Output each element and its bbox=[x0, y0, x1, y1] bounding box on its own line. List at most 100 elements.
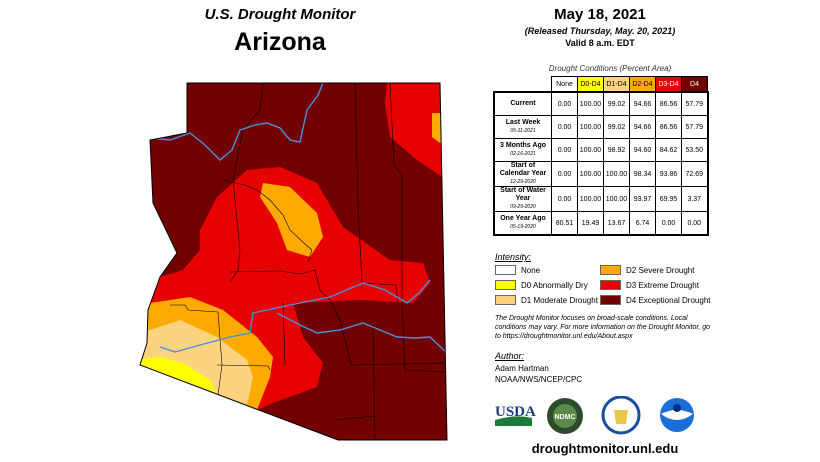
disclaimer-note: The Drought Monitor focuses on broad-sca… bbox=[495, 315, 711, 340]
rivers bbox=[149, 83, 447, 354]
table-cell: 53.50 bbox=[681, 138, 708, 162]
table-row: Start of Water Year 09-29-2020 0.00 100.00 1… bbox=[493, 186, 708, 212]
table-cell: 57.79 bbox=[681, 91, 708, 116]
legend-swatch bbox=[600, 280, 621, 290]
legend-item: None bbox=[495, 265, 540, 275]
table-cell: 94.66 bbox=[629, 115, 656, 139]
empty-header bbox=[494, 77, 552, 93]
row-label: Start of Water Year 09-29-2020 bbox=[493, 186, 552, 212]
table-cell: 72.69 bbox=[681, 161, 708, 187]
table-cell: 99.02 bbox=[603, 115, 630, 139]
legend-title: Intensity: bbox=[495, 252, 532, 262]
valid-time: Valid 8 a.m. EDT bbox=[565, 38, 635, 48]
ndmc-logo: NDMC bbox=[547, 398, 583, 434]
author-name: Adam Hartman bbox=[495, 364, 549, 373]
table-cell: 0.00 bbox=[551, 91, 578, 116]
program-title: U.S. Drought Monitor bbox=[204, 6, 356, 23]
table-cell: 13.67 bbox=[603, 211, 630, 236]
row-label-text: Start of Water Year bbox=[500, 187, 546, 202]
table-cell: 100.00 bbox=[603, 186, 630, 212]
legend-item: D0 Abnormally Dry bbox=[495, 280, 588, 290]
table-cell: 3.37 bbox=[681, 186, 708, 212]
table-cell: 0.00 bbox=[551, 186, 578, 212]
table-cell: 19.49 bbox=[577, 211, 604, 236]
legend-label: D1 Moderate Drought bbox=[521, 295, 598, 305]
col-header: D2-D4 bbox=[629, 76, 656, 93]
legend-swatch bbox=[495, 295, 516, 305]
table-cell: 98.92 bbox=[603, 138, 630, 162]
usda-logo: USDA bbox=[495, 404, 536, 426]
table-cell: 0.00 bbox=[551, 138, 578, 162]
table-cell: 94.66 bbox=[629, 91, 656, 116]
table-cell: 100.00 bbox=[577, 91, 604, 116]
colorado-river bbox=[149, 83, 324, 161]
drought-conditions-table: None D0-D4 D1-D4 D2-D4 D3-D4 D4 Current 0… bbox=[493, 76, 709, 236]
d3-area-northeast bbox=[385, 83, 447, 180]
row-label-text: Current bbox=[510, 100, 536, 107]
commerce-seal bbox=[601, 396, 641, 435]
d2-area-central bbox=[260, 183, 323, 257]
col-header: D4 bbox=[681, 76, 708, 93]
legend-item: D2 Severe Drought bbox=[600, 265, 694, 275]
author-info: Adam Hartman NOAA/NWS/NCEP/CPC bbox=[495, 363, 582, 385]
col-header: D3-D4 bbox=[655, 76, 682, 93]
legend-item: D4 Exceptional Drought bbox=[600, 295, 711, 305]
legend-label: D4 Exceptional Drought bbox=[626, 295, 711, 305]
partner-logos: USDA NDMC bbox=[495, 396, 694, 435]
svg-text:USDA: USDA bbox=[495, 404, 536, 420]
state-title: Arizona bbox=[234, 28, 326, 56]
row-label: Start of Calendar Year 12-29-2020 bbox=[493, 161, 552, 187]
table-cell: 0.00 bbox=[655, 211, 682, 236]
table-cell: 0.00 bbox=[551, 115, 578, 139]
table-cell: 99.02 bbox=[603, 91, 630, 116]
table-row: One Year Ago 05-19-2020 80.51 19.49 13.67 6.7… bbox=[493, 211, 708, 236]
d1-area bbox=[140, 320, 253, 405]
legend-label: D0 Abnormally Dry bbox=[521, 280, 588, 290]
table-cell: 100.00 bbox=[577, 115, 604, 139]
row-date: 09-29-2020 bbox=[510, 204, 536, 210]
legend-swatch bbox=[495, 280, 516, 290]
d0-area bbox=[140, 357, 217, 393]
state-outline bbox=[139, 82, 448, 441]
legend-swatch bbox=[600, 295, 621, 305]
table-row: Last Week 05-11-2021 0.00 100.00 99.02 94.66 8… bbox=[493, 115, 708, 139]
table-cell: 0.00 bbox=[551, 161, 578, 187]
website-url: droughtmonitor.unl.edu bbox=[531, 441, 679, 456]
legend-label: None bbox=[521, 265, 541, 275]
legend-swatch bbox=[600, 265, 621, 275]
legend-item: D1 Moderate Drought bbox=[495, 295, 598, 305]
legend-swatch bbox=[495, 265, 516, 275]
table-cell: 93.86 bbox=[655, 161, 682, 187]
table-cell: 93.97 bbox=[629, 186, 656, 212]
legend-label: D2 Severe Drought bbox=[626, 265, 695, 275]
row-date: 12-29-2020 bbox=[510, 179, 536, 185]
salt-river bbox=[276, 312, 447, 354]
row-label: Current bbox=[493, 91, 552, 116]
table-cell: 100.00 bbox=[577, 186, 604, 212]
table-row: Current 0.00 100.00 99.02 94.66 86.56 57.79 bbox=[493, 91, 708, 116]
row-date: 05-19-2020 bbox=[510, 224, 536, 230]
table-cell: 57.79 bbox=[681, 115, 708, 139]
noaa-logo bbox=[660, 398, 694, 432]
row-label: Last Week 05-11-2021 bbox=[493, 115, 552, 139]
table-row: 3 Months Ago 02-16-2021 0.00 100.00 98.92 94.… bbox=[493, 138, 708, 162]
row-date: 02-16-2021 bbox=[510, 151, 536, 157]
legend-item: D3 Extreme Drought bbox=[600, 280, 699, 290]
col-header: D0-D4 bbox=[577, 76, 604, 93]
table-row: Start of Calendar Year 12-29-2020 0.00 100.… bbox=[493, 161, 708, 187]
table-cell: 0.00 bbox=[681, 211, 708, 236]
row-label-text: Last Week bbox=[505, 119, 541, 126]
row-label: 3 Months Ago 02-16-2021 bbox=[493, 138, 552, 162]
row-label: One Year Ago 05-19-2020 bbox=[493, 211, 552, 236]
table-cell: 100.00 bbox=[577, 161, 604, 187]
table-cell: 86.56 bbox=[655, 115, 682, 139]
row-label-text: Start of Calendar Year bbox=[499, 162, 547, 177]
map-date: May 18, 2021 bbox=[554, 6, 646, 23]
drought-map bbox=[139, 82, 448, 441]
author-title: Author: bbox=[495, 351, 525, 361]
release-date: (Released Thursday, May. 20, 2021) bbox=[524, 26, 676, 36]
col-header: None bbox=[551, 76, 578, 93]
row-date: 05-11-2021 bbox=[510, 128, 536, 134]
row-label-text: One Year Ago bbox=[500, 215, 546, 222]
row-label-text: 3 Months Ago bbox=[499, 142, 546, 149]
